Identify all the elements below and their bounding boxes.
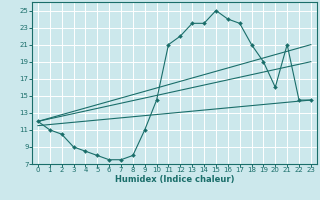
X-axis label: Humidex (Indice chaleur): Humidex (Indice chaleur) [115,175,234,184]
